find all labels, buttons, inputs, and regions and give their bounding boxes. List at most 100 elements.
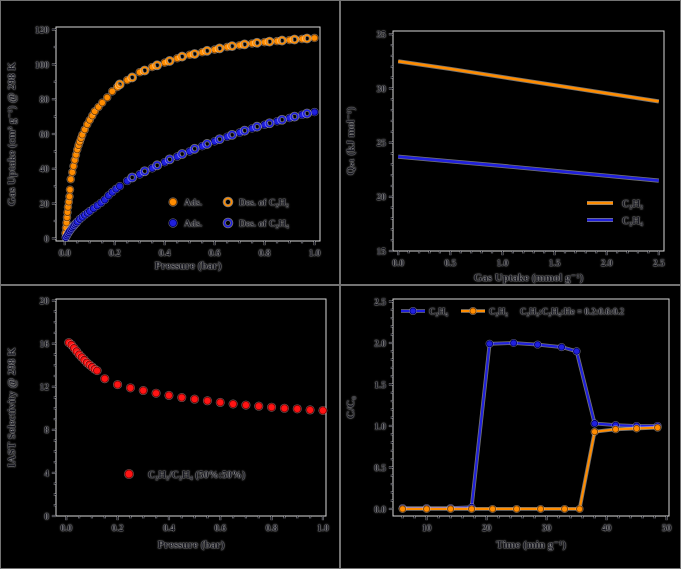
y-tick-label: 16 bbox=[40, 340, 50, 350]
series-line bbox=[398, 60, 659, 103]
x-tick-label: 1.0 bbox=[497, 259, 509, 269]
data-point-open bbox=[265, 37, 274, 46]
data-point bbox=[66, 185, 74, 194]
data-point-open bbox=[240, 126, 249, 135]
data-point bbox=[108, 87, 116, 96]
data-point-open bbox=[128, 173, 137, 182]
y-tick-label: 15 bbox=[377, 247, 387, 257]
data-point-open bbox=[190, 49, 199, 59]
series-line bbox=[402, 426, 658, 510]
data-point-open bbox=[140, 167, 149, 176]
qst-chart: 0.0 0.5 1.0 1.5 2.0 2.5 15 20 25 30 35 Gas Uptake (… bbox=[345, 30, 665, 284]
data-point-open bbox=[223, 197, 233, 207]
data-point-open bbox=[227, 42, 237, 51]
legend-label: Ads. bbox=[184, 220, 202, 230]
data-point bbox=[152, 389, 161, 398]
y-tick-label: 60 bbox=[40, 130, 50, 140]
data-point bbox=[113, 380, 122, 389]
y-tick-label: 40 bbox=[40, 165, 50, 175]
data-point-open bbox=[203, 46, 212, 55]
data-point-open bbox=[165, 155, 174, 164]
data-point bbox=[229, 399, 238, 409]
y-tick-label: 25 bbox=[377, 139, 387, 149]
data-point bbox=[124, 469, 134, 479]
x-tick-label: 0.0 bbox=[59, 249, 71, 259]
data-point bbox=[447, 505, 455, 513]
data-point bbox=[139, 386, 148, 395]
y-tick-label: 0 bbox=[44, 235, 49, 245]
series-line-halo bbox=[402, 425, 658, 511]
x-tick-label: 0.0 bbox=[392, 259, 404, 269]
data-point-open bbox=[265, 119, 274, 128]
data-point-open bbox=[165, 56, 174, 66]
legend-label: C₂H₄ bbox=[429, 307, 448, 317]
data-point bbox=[513, 505, 521, 513]
legend-label: C₂H₄ bbox=[622, 216, 643, 227]
panel-heat-of-adsorption: 0.0 0.5 1.0 1.5 2.0 2.5 15 20 25 30 35 Gas Uptake (… bbox=[340, 0, 681, 285]
x-tick-label: 0.2 bbox=[109, 249, 121, 259]
y-tick-label: 12 bbox=[40, 383, 50, 393]
data-point bbox=[190, 395, 199, 404]
data-point bbox=[537, 505, 545, 513]
y-tick-label: 2.5 bbox=[374, 298, 386, 308]
data-point bbox=[267, 403, 276, 412]
data-point bbox=[423, 505, 431, 513]
x-tick-label: 0.2 bbox=[112, 524, 124, 534]
data-point bbox=[612, 425, 620, 433]
isotherms-chart: 0.0 0.2 0.4 0.6 0.8 1.0 0 20 40 60 80 100 120 Pressur… bbox=[6, 26, 321, 272]
x-tick-label: 0.0 bbox=[60, 524, 72, 534]
y-axis-label: Qₛₜ (kJ mol⁻¹) bbox=[345, 107, 357, 176]
data-point-open bbox=[277, 36, 287, 45]
y-tick-label: 30 bbox=[377, 85, 387, 95]
data-point-open bbox=[140, 66, 149, 75]
data-point bbox=[100, 374, 109, 383]
data-point bbox=[469, 307, 477, 315]
data-point-open bbox=[153, 161, 162, 170]
data-point bbox=[399, 505, 407, 513]
data-point-open bbox=[277, 115, 287, 124]
y-axis-label: IAST Selectivity @ 298 K bbox=[6, 347, 18, 467]
data-point bbox=[591, 428, 599, 436]
data-point bbox=[280, 404, 289, 413]
x-tick-label: 1.5 bbox=[549, 259, 561, 269]
y-tick-label: 100 bbox=[35, 61, 50, 71]
x-tick-label: 10 bbox=[422, 524, 432, 534]
data-point-open bbox=[153, 61, 162, 70]
data-point bbox=[126, 383, 135, 392]
x-tick-label: 0.4 bbox=[159, 249, 171, 259]
x-tick-label: 1.0 bbox=[309, 249, 321, 259]
data-point bbox=[241, 401, 250, 410]
iast-chart: 0.0 0.2 0.4 0.6 0.8 1.0 0 4 8 12 16 20 Pressure (bar… bbox=[6, 297, 329, 551]
data-point-open bbox=[128, 73, 137, 82]
data-point bbox=[591, 419, 599, 428]
data-point-open bbox=[178, 52, 187, 61]
breakthrough-chart: 10 20 30 40 50 0.0 0.5 1.0 1.5 2.0 2.5 Time (min g⁻… bbox=[345, 298, 672, 551]
data-point-open bbox=[215, 44, 224, 53]
data-point bbox=[115, 182, 124, 190]
y-tick-label: 0 bbox=[44, 512, 49, 522]
x-tick-label: 40 bbox=[602, 524, 612, 534]
data-point-open bbox=[190, 144, 199, 153]
y-axis-label: Gas Uptake (cm³ g⁻¹) @ 298 K bbox=[6, 62, 18, 206]
legend-label: C₂H₂ bbox=[622, 199, 643, 210]
legend-label: C₂H₂:C₂H₄:He = 0.2:0.6:0.2 bbox=[520, 307, 625, 317]
data-point-open bbox=[203, 139, 212, 149]
x-tick-label: 2.5 bbox=[653, 259, 665, 269]
legend-label: Des. of C₂H₂ bbox=[239, 199, 289, 209]
data-point bbox=[633, 424, 641, 433]
x-axis-label: Pressure (bar) bbox=[157, 539, 224, 551]
data-point bbox=[318, 406, 327, 415]
x-axis-label: Time (min g⁻¹) bbox=[496, 539, 566, 551]
data-point bbox=[654, 424, 662, 432]
y-tick-label: 35 bbox=[377, 31, 387, 41]
legend-label: Ads. bbox=[184, 199, 202, 209]
data-point bbox=[468, 505, 476, 513]
y-tick-label: 120 bbox=[35, 26, 50, 36]
x-axis-label: Gas Uptake (mmol g⁻¹) bbox=[474, 272, 584, 284]
y-tick-label: 0.5 bbox=[374, 464, 386, 474]
y-tick-label: 20 bbox=[40, 297, 50, 307]
data-point bbox=[510, 339, 518, 347]
data-point bbox=[409, 307, 417, 315]
data-point-open bbox=[290, 35, 299, 44]
data-point-open bbox=[290, 112, 299, 121]
